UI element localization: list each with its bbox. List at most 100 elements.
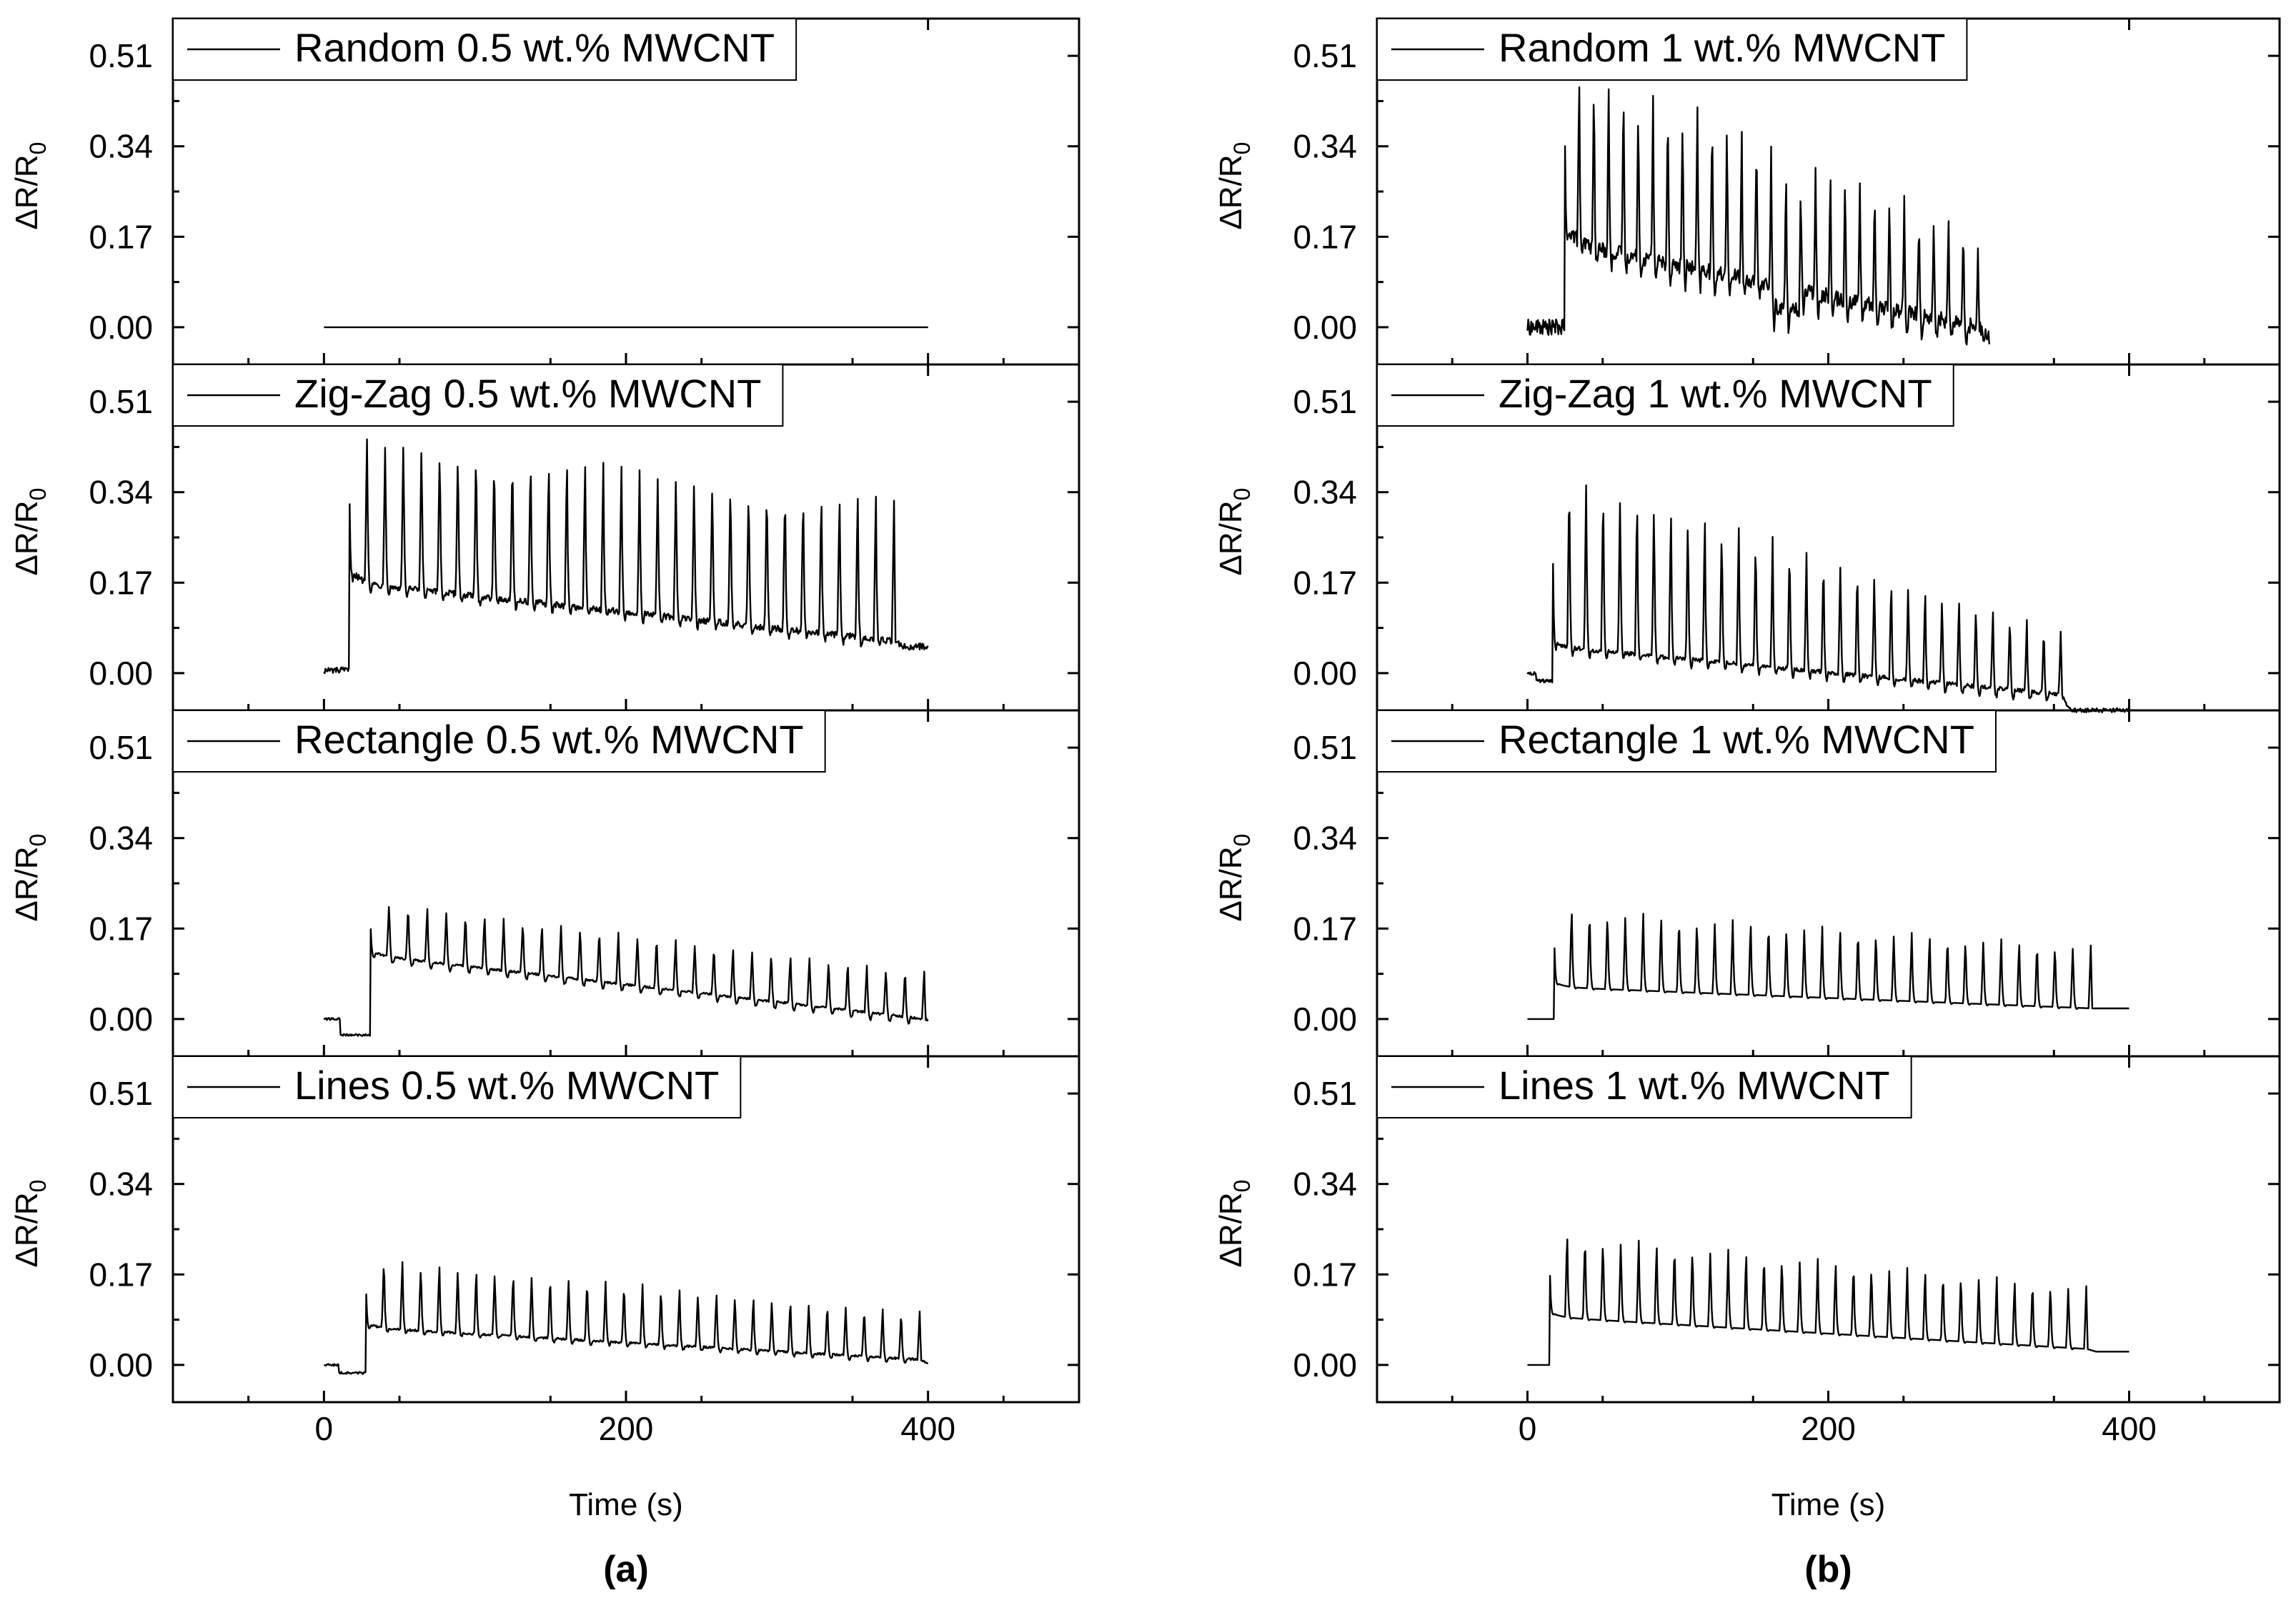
y-tick-label: 0.17 bbox=[1293, 218, 1357, 255]
subplot-2: 0.00 0.17 0.34 0.51 ΔR/R0 Rectangle 0.5 wt.% … bbox=[9, 709, 1080, 1058]
legend: Lines 1 wt.% MWCNT bbox=[1376, 1056, 1912, 1118]
y-axis-label-main: ΔR/R bbox=[9, 154, 44, 229]
legend: Rectangle 1 wt.% MWCNT bbox=[1376, 710, 1997, 773]
x-tick-label: 200 bbox=[1801, 1410, 1856, 1447]
y-tick-label: 0.17 bbox=[1293, 1256, 1357, 1293]
x-tick-label: 0 bbox=[315, 1410, 334, 1447]
signal-trace bbox=[1527, 913, 2129, 1021]
y-tick-label: 0.17 bbox=[1293, 910, 1357, 947]
y-axis-label: ΔR/R0 bbox=[9, 834, 51, 922]
y-axis-label: ΔR/R0 bbox=[9, 488, 51, 576]
subplot-0: 0.00 0.17 0.34 0.51 ΔR/R0 Random 1 wt.% MWCNT bbox=[1213, 17, 2281, 366]
legend-label: Zig-Zag 0.5 wt.% MWCNT bbox=[294, 371, 761, 416]
y-axis-label: ΔR/R0 bbox=[1213, 834, 1255, 922]
y-tick-label: 0.51 bbox=[1293, 37, 1357, 74]
legend-label: Lines 0.5 wt.% MWCNT bbox=[294, 1063, 719, 1108]
x-tick-label: 400 bbox=[900, 1410, 955, 1447]
signal-trace bbox=[323, 905, 929, 1037]
signal-trace bbox=[324, 1261, 929, 1375]
signal-trace bbox=[323, 438, 929, 675]
y-tick-label: 0.17 bbox=[89, 218, 153, 255]
y-tick-label: 0.34 bbox=[89, 820, 153, 857]
y-tick-label: 0.00 bbox=[1293, 1346, 1357, 1384]
y-axis-label-main: ΔR/R bbox=[1213, 846, 1248, 921]
signal-trace bbox=[1527, 1239, 2129, 1366]
legend-box bbox=[172, 18, 797, 81]
y-axis-label: ΔR/R0 bbox=[1213, 488, 1255, 576]
legend: Zig-Zag 0.5 wt.% MWCNT bbox=[172, 364, 784, 427]
subplot-3: 0.00 0.17 0.34 0.51 ΔR/R0 Lines 1 wt.% MWCNT bbox=[1213, 1055, 2281, 1404]
x-tick-label: 0 bbox=[1519, 1410, 1537, 1447]
y-axis-label-main: ΔR/R bbox=[1213, 1192, 1248, 1267]
y-tick-label: 0.51 bbox=[1293, 383, 1357, 420]
y-axis-label-sub: 0 bbox=[1229, 488, 1255, 501]
y-tick-label: 0.17 bbox=[89, 910, 153, 947]
y-axis-label-sub: 0 bbox=[1229, 834, 1255, 847]
y-axis-label-sub: 0 bbox=[1229, 1180, 1255, 1193]
subplot-1: 0.00 0.17 0.34 0.51 ΔR/R0 Zig-Zag 0.5 wt.% MW… bbox=[9, 363, 1080, 712]
legend: Rectangle 0.5 wt.% MWCNT bbox=[172, 710, 826, 773]
legend: Random 0.5 wt.% MWCNT bbox=[172, 18, 797, 81]
y-tick-label: 0.00 bbox=[89, 1001, 153, 1038]
y-tick-label: 0.17 bbox=[89, 564, 153, 601]
legend: Zig-Zag 1 wt.% MWCNT bbox=[1376, 364, 1954, 427]
legend-label: Random 0.5 wt.% MWCNT bbox=[294, 25, 775, 70]
subplot-0: 0.00 0.17 0.34 0.51 ΔR/R0 Random 0.5 wt.% MWC… bbox=[9, 17, 1080, 366]
legend-label: Zig-Zag 1 wt.% MWCNT bbox=[1499, 371, 1932, 416]
y-tick-label: 0.00 bbox=[89, 655, 153, 692]
y-tick-label: 0.34 bbox=[1293, 128, 1357, 165]
legend-box bbox=[172, 710, 826, 773]
y-axis-label-sub: 0 bbox=[1229, 142, 1255, 155]
signal-trace bbox=[1526, 484, 2130, 714]
subplot-1: 0.00 0.17 0.34 0.51 ΔR/R0 Zig-Zag 1 wt.% MWCN… bbox=[1213, 363, 2281, 714]
y-tick-label: 0.51 bbox=[1293, 1075, 1357, 1112]
y-tick-label: 0.34 bbox=[89, 128, 153, 165]
x-axis-label: Time (s) bbox=[1771, 1487, 1886, 1522]
y-tick-label: 0.00 bbox=[89, 309, 153, 346]
y-tick-label: 0.34 bbox=[89, 474, 153, 511]
y-tick-label: 0.34 bbox=[89, 1166, 153, 1203]
y-axis-label-main: ΔR/R bbox=[1213, 500, 1248, 575]
y-tick-label: 0.00 bbox=[1293, 1001, 1357, 1038]
panel-label: (a) bbox=[603, 1549, 649, 1590]
legend-label: Rectangle 1 wt.% MWCNT bbox=[1499, 717, 1974, 762]
y-axis-label-sub: 0 bbox=[25, 142, 51, 155]
y-axis-label-main: ΔR/R bbox=[9, 1192, 44, 1267]
legend: Random 1 wt.% MWCNT bbox=[1376, 18, 1968, 81]
y-tick-label: 0.34 bbox=[1293, 474, 1357, 511]
y-axis-label: ΔR/R0 bbox=[1213, 142, 1255, 230]
y-tick-label: 0.00 bbox=[1293, 655, 1357, 692]
y-tick-label: 0.00 bbox=[89, 1346, 153, 1384]
legend-label: Rectangle 0.5 wt.% MWCNT bbox=[294, 717, 804, 762]
signal-trace bbox=[1526, 86, 1990, 346]
x-tick-label: 400 bbox=[2102, 1410, 2157, 1447]
y-tick-label: 0.17 bbox=[1293, 564, 1357, 601]
y-tick-label: 0.51 bbox=[89, 37, 153, 74]
y-axis-label-sub: 0 bbox=[25, 834, 51, 847]
y-axis-label-main: ΔR/R bbox=[9, 500, 44, 575]
y-axis-label-main: ΔR/R bbox=[1213, 154, 1248, 229]
legend-label: Random 1 wt.% MWCNT bbox=[1499, 25, 1945, 70]
y-tick-label: 0.17 bbox=[89, 1256, 153, 1293]
y-tick-label: 0.51 bbox=[89, 1075, 153, 1112]
y-axis-label: ΔR/R0 bbox=[1213, 1180, 1255, 1268]
y-axis-label-sub: 0 bbox=[25, 1180, 51, 1193]
x-axis-label: Time (s) bbox=[569, 1487, 683, 1522]
y-tick-label: 0.34 bbox=[1293, 1166, 1357, 1203]
y-tick-label: 0.34 bbox=[1293, 820, 1357, 857]
y-tick-label: 0.51 bbox=[89, 729, 153, 766]
y-axis-label-sub: 0 bbox=[25, 488, 51, 501]
y-tick-label: 0.00 bbox=[1293, 309, 1357, 346]
y-axis-label: ΔR/R0 bbox=[9, 142, 51, 230]
x-tick-label: 200 bbox=[599, 1410, 654, 1447]
y-tick-label: 0.51 bbox=[1293, 729, 1357, 766]
y-axis-label-main: ΔR/R bbox=[9, 846, 44, 921]
y-tick-label: 0.51 bbox=[89, 383, 153, 420]
y-axis-label: ΔR/R0 bbox=[9, 1180, 51, 1268]
panel-label: (b) bbox=[1804, 1549, 1852, 1590]
